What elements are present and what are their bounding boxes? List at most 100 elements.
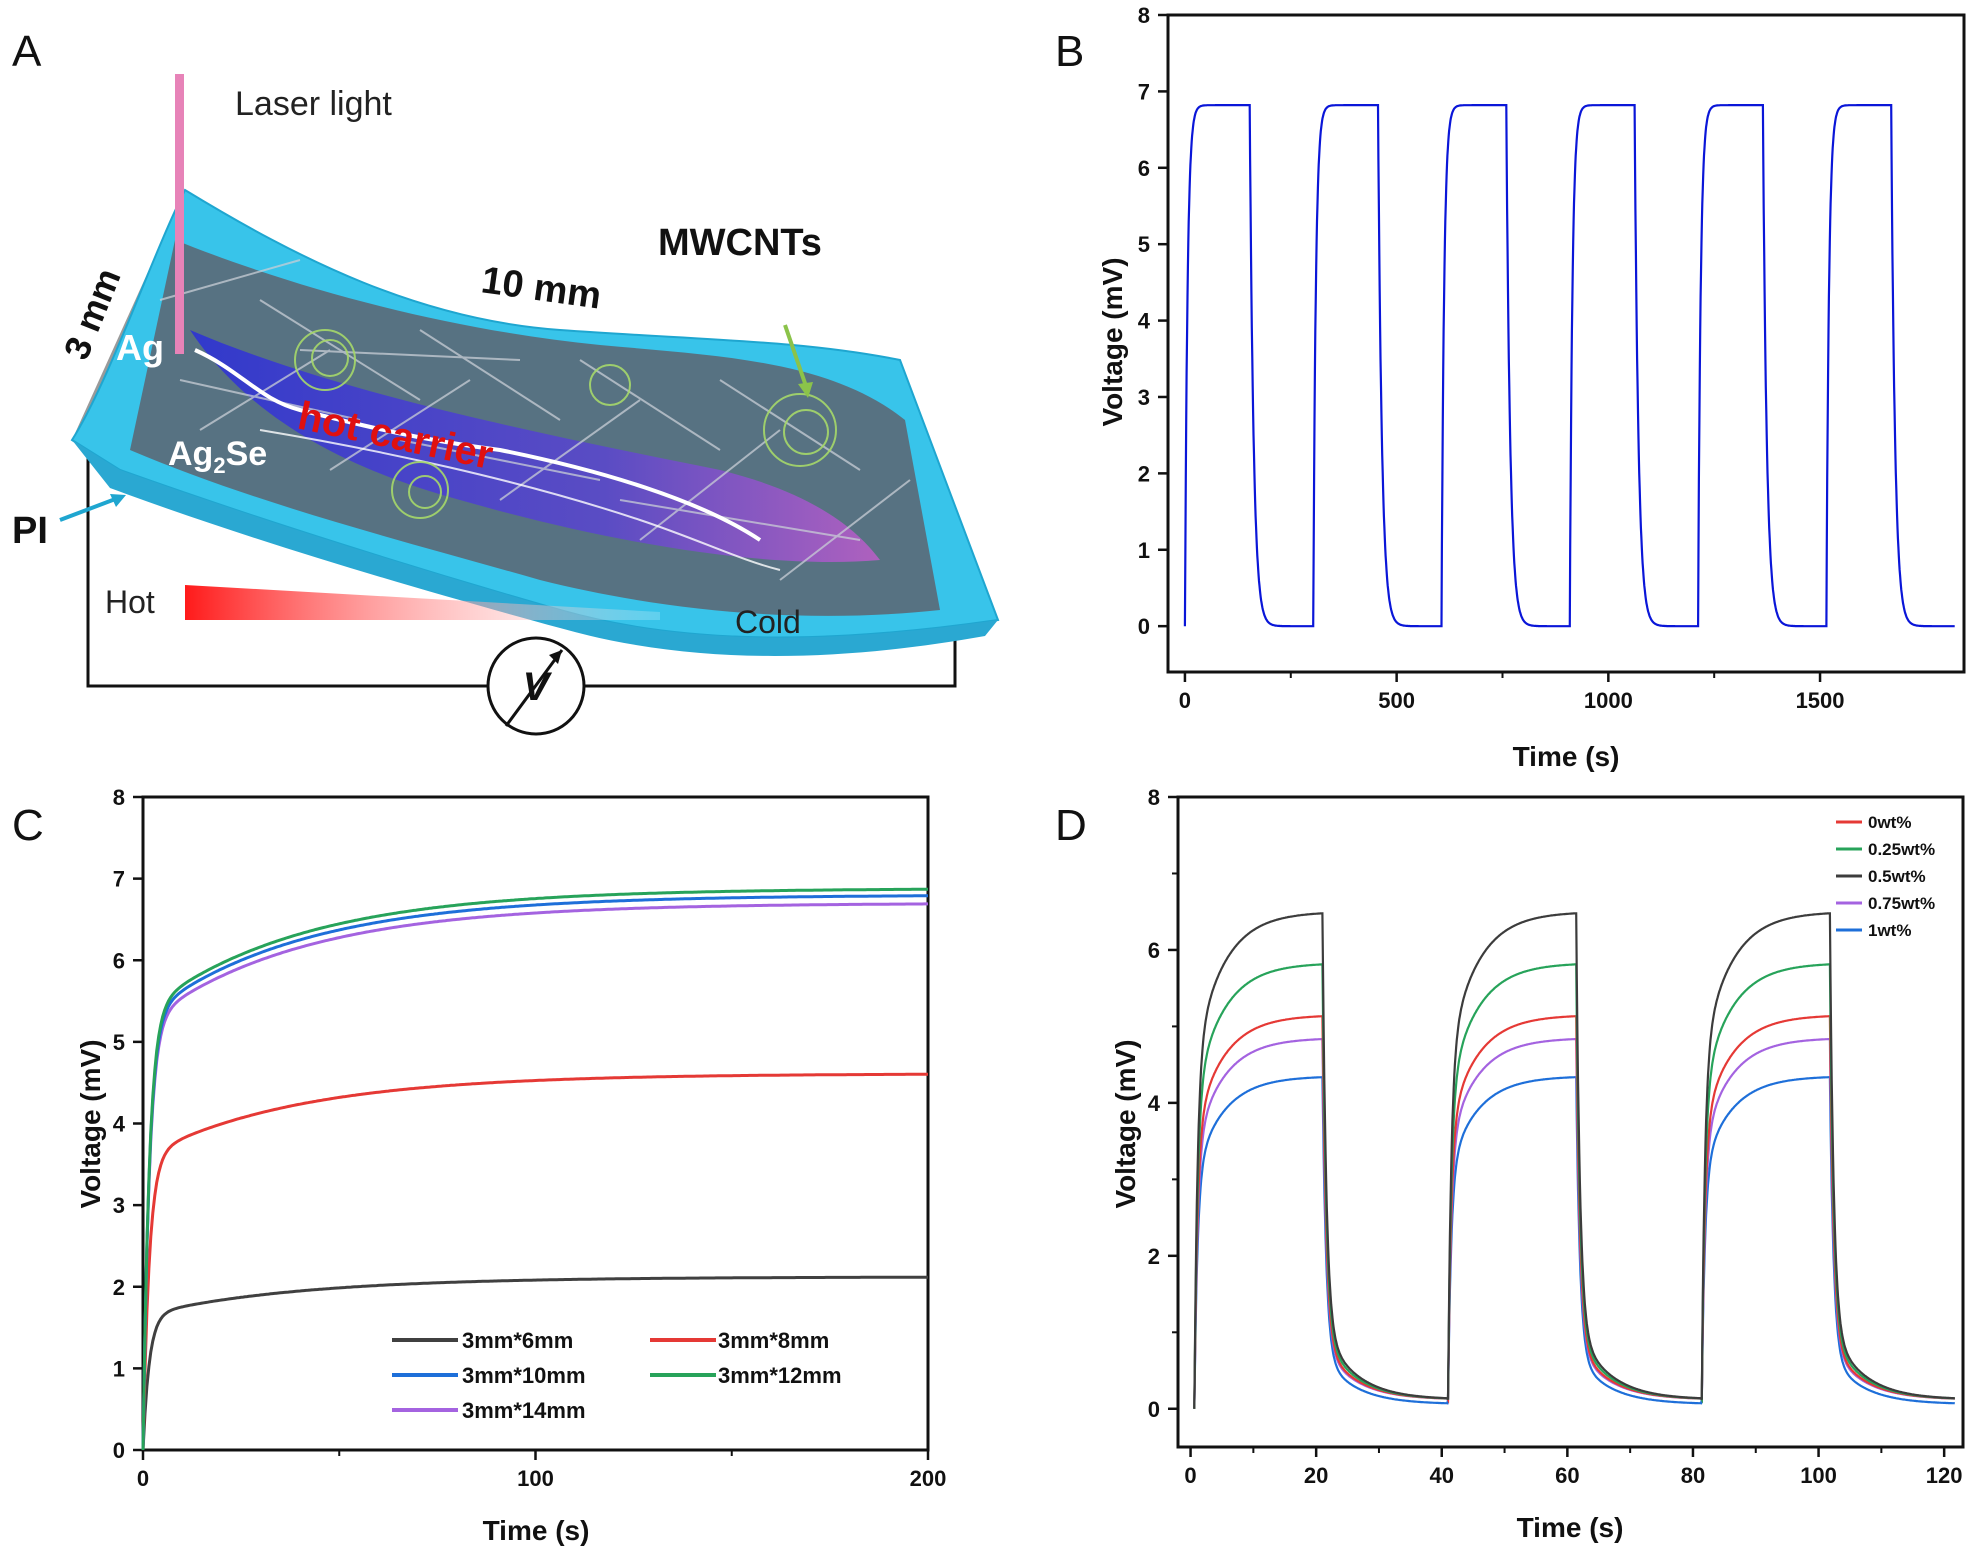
y-tick-label-d: 0 bbox=[1148, 1397, 1160, 1422]
pi-pointer-head bbox=[110, 494, 126, 507]
x-tick-label-b: 500 bbox=[1378, 688, 1415, 713]
legend-d: 0wt% 0.25wt% 0.5wt% 0.75wt% 1wt% bbox=[1836, 813, 1935, 940]
y-axis-title-c: Voltage (mV) bbox=[75, 1039, 106, 1208]
hot-label: Hot bbox=[105, 584, 155, 620]
mwcnt-label: MWCNTs bbox=[658, 222, 822, 264]
legend-label-05wt: 0.5wt% bbox=[1868, 867, 1926, 886]
legend-label-3mm10mm: 3mm*10mm bbox=[462, 1363, 586, 1388]
voltage-trace-b bbox=[1183, 104, 1955, 628]
length-label: 10 mm bbox=[479, 259, 604, 317]
x-tick-label-d: 0 bbox=[1184, 1463, 1196, 1488]
x-tick-label-d: 100 bbox=[1800, 1463, 1837, 1488]
panel-label-c: C bbox=[12, 801, 44, 850]
x-axis-title-d: Time (s) bbox=[1517, 1512, 1624, 1543]
voltmeter-arrowhead bbox=[549, 650, 562, 664]
y-tick-label-b: 6 bbox=[1138, 156, 1150, 181]
y-tick-label-b: 4 bbox=[1138, 309, 1151, 334]
series-line-3mmx14mm bbox=[141, 902, 928, 1451]
series-line-1wt bbox=[1193, 1076, 1955, 1409]
pi-pointer bbox=[59, 496, 119, 522]
series-line-075wt bbox=[1193, 1037, 1955, 1409]
x-axis-title-b: Time (s) bbox=[1513, 741, 1620, 772]
ag-label: Ag bbox=[116, 327, 164, 368]
y-tick-label-d: 6 bbox=[1148, 938, 1160, 963]
series-line-3mmx6mm bbox=[141, 1275, 928, 1451]
y-tick-label-b: 7 bbox=[1138, 79, 1150, 104]
plot-frame-b bbox=[1166, 13, 1966, 674]
y-tick-label-d: 2 bbox=[1148, 1244, 1160, 1269]
x-tick-label-d: 80 bbox=[1681, 1463, 1705, 1488]
laser-label: Laser light bbox=[235, 85, 392, 123]
series-line-3mmx12mm bbox=[141, 887, 928, 1451]
series-lines-c bbox=[141, 887, 928, 1451]
x-tick-label-d: 20 bbox=[1304, 1463, 1328, 1488]
cold-label: Cold bbox=[735, 604, 801, 640]
legend-label-3mm8mm: 3mm*8mm bbox=[718, 1328, 829, 1353]
mwcnt-clusters bbox=[294, 329, 837, 519]
y-tick-label-c: 6 bbox=[113, 948, 125, 973]
circuit-wire bbox=[86, 440, 957, 688]
panel-b: B 0 500 1000 1500 0 1 2 3 4 5 6 7 8 Time (s) Voltage… bbox=[1055, 3, 1966, 772]
panel-a: A V bbox=[12, 27, 1000, 736]
mwcnt-pointer-head bbox=[798, 382, 813, 398]
panel-d: D 0 20 40 60 80 100 120 0 2 4 6 8 Time (s) Voltage … bbox=[1055, 785, 1965, 1543]
y-tick-label-b: 3 bbox=[1138, 385, 1150, 410]
series-line-3mmx8mm bbox=[141, 1072, 928, 1451]
voltmeter-needle bbox=[504, 649, 564, 727]
series-line-025wt bbox=[1193, 963, 1955, 1409]
y-tick-label-c: 7 bbox=[113, 867, 125, 892]
y-tick-label-b: 0 bbox=[1138, 614, 1150, 639]
panel-c: C 0 100 200 0 1 2 3 4 5 6 7 8 Time (s) Voltage (mV)… bbox=[12, 785, 946, 1546]
x-tick-label-c: 100 bbox=[517, 1466, 554, 1491]
ag2se-label: Ag2Se bbox=[168, 435, 267, 478]
y-tick-label-b: 5 bbox=[1138, 232, 1150, 257]
plot-frame-d bbox=[1176, 795, 1965, 1449]
series-line-3mmx10mm bbox=[141, 894, 928, 1451]
x-tick-label-d: 40 bbox=[1430, 1463, 1454, 1488]
legend-label-025wt: 0.25wt% bbox=[1868, 840, 1935, 859]
axis-ticks-c: 0 100 200 0 1 2 3 4 5 6 7 8 bbox=[113, 785, 947, 1491]
x-tick-label-c: 0 bbox=[137, 1466, 149, 1491]
y-tick-label-c: 3 bbox=[113, 1193, 125, 1218]
series-line-05wt bbox=[1193, 912, 1955, 1409]
x-axis-title-c: Time (s) bbox=[483, 1515, 590, 1546]
laser-beam bbox=[175, 74, 184, 354]
series-line-0wt bbox=[1193, 1015, 1955, 1409]
y-axis-title-d: Voltage (mV) bbox=[1110, 1039, 1141, 1208]
y-tick-label-c: 5 bbox=[113, 1030, 125, 1055]
panel-label-a: A bbox=[12, 27, 42, 76]
axis-ticks-d: 0 20 40 60 80 100 120 0 2 4 6 8 bbox=[1148, 785, 1963, 1488]
legend-label-3mm12mm: 3mm*12mm bbox=[718, 1363, 842, 1388]
panel-label-b: B bbox=[1055, 27, 1084, 76]
series-lines-d bbox=[1193, 912, 1955, 1409]
pi-label: PI bbox=[12, 510, 48, 552]
y-tick-label-c: 2 bbox=[113, 1275, 125, 1300]
x-tick-label-d: 120 bbox=[1926, 1463, 1963, 1488]
x-tick-label-c: 200 bbox=[910, 1466, 947, 1491]
y-tick-label-c: 0 bbox=[113, 1438, 125, 1463]
y-tick-label-b: 8 bbox=[1138, 3, 1150, 28]
y-axis-title-b: Voltage (mV) bbox=[1097, 257, 1128, 426]
legend-label-1wt: 1wt% bbox=[1868, 921, 1911, 940]
legend-c: 3mm*6mm 3mm*8mm 3mm*10mm 3mm*12mm 3mm*14… bbox=[392, 1328, 842, 1423]
x-tick-label-b: 1500 bbox=[1796, 688, 1845, 713]
panel-label-d: D bbox=[1055, 801, 1087, 850]
x-tick-label-b: 1000 bbox=[1584, 688, 1633, 713]
axis-ticks-b: 0 500 1000 1500 0 1 2 3 4 5 6 7 8 bbox=[1138, 3, 1845, 713]
carrier-path-2 bbox=[259, 429, 781, 571]
legend-label-075wt: 0.75wt% bbox=[1868, 894, 1935, 913]
nanowire-strokes bbox=[159, 259, 911, 581]
legend-label-3mm6mm: 3mm*6mm bbox=[462, 1328, 573, 1353]
temperature-gradient bbox=[185, 585, 660, 620]
y-tick-label-d: 8 bbox=[1148, 785, 1160, 810]
y-tick-label-d: 4 bbox=[1148, 1091, 1161, 1116]
mwcnt-pointer bbox=[783, 324, 810, 393]
voltmeter-label: V bbox=[523, 665, 553, 709]
y-tick-label-c: 8 bbox=[113, 785, 125, 810]
legend-label-0wt: 0wt% bbox=[1868, 813, 1911, 832]
x-tick-label-d: 60 bbox=[1555, 1463, 1579, 1488]
y-tick-label-b: 2 bbox=[1138, 461, 1150, 486]
x-tick-label-b: 0 bbox=[1179, 688, 1191, 713]
y-tick-label-b: 1 bbox=[1138, 538, 1150, 563]
